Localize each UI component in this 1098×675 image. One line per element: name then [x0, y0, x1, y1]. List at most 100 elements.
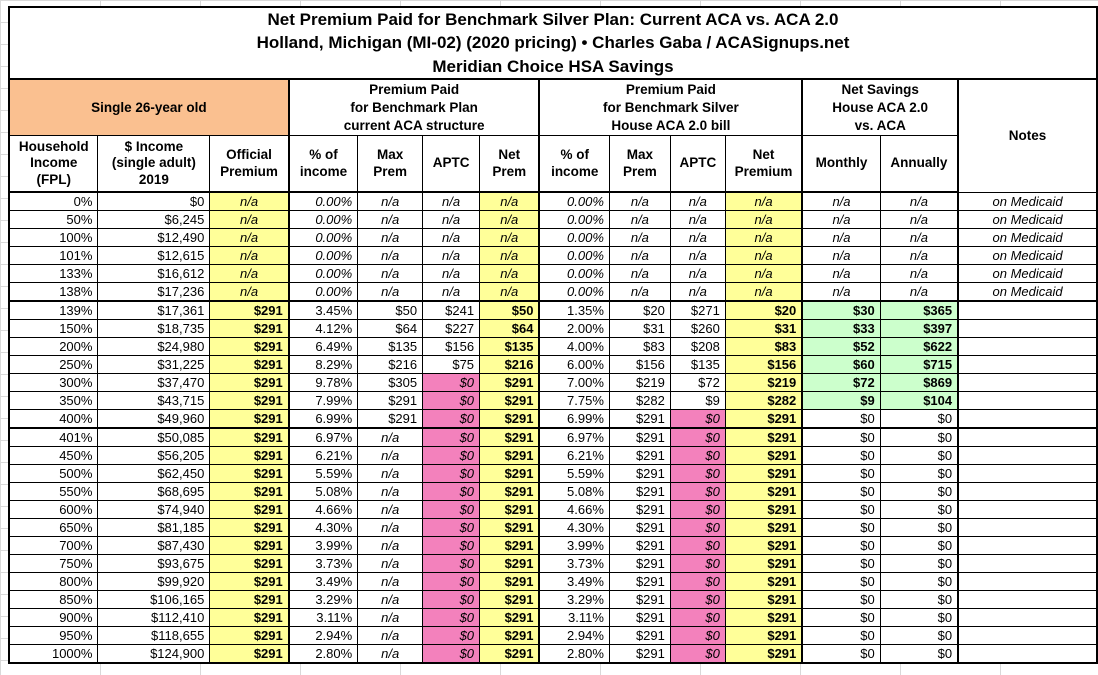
house-pct-income-cell[interactable]: 5.08%: [538, 482, 610, 502]
aca-aptc-cell[interactable]: $0: [422, 626, 481, 646]
official-premium-cell[interactable]: n/a: [209, 228, 290, 248]
savings-monthly-cell[interactable]: $0: [801, 626, 881, 646]
house-pct-income-cell[interactable]: 2.94%: [538, 626, 610, 646]
fpl-cell[interactable]: 150%: [8, 319, 99, 339]
house-net-premium-cell[interactable]: n/a: [724, 246, 803, 266]
aca-aptc-cell[interactable]: $0: [422, 446, 481, 466]
house-aptc-cell[interactable]: $208: [669, 337, 726, 357]
house-max-prem-cell[interactable]: $291: [608, 427, 671, 448]
house-net-premium-cell[interactable]: $20: [724, 300, 803, 321]
house-aptc-cell[interactable]: $271: [669, 300, 726, 321]
aca-net-prem-cell[interactable]: $291: [479, 572, 540, 592]
house-pct-income-cell[interactable]: 3.11%: [538, 608, 610, 628]
savings-annually-cell[interactable]: $0: [879, 427, 959, 448]
aca-max-prem-cell[interactable]: $50: [357, 300, 424, 321]
aca-net-prem-cell[interactable]: $291: [479, 518, 540, 538]
official-premium-cell[interactable]: $291: [209, 373, 290, 393]
aca-max-prem-cell[interactable]: n/a: [357, 210, 424, 230]
house-pct-income-cell[interactable]: 3.29%: [538, 590, 610, 610]
aca-max-prem-cell[interactable]: n/a: [357, 446, 424, 466]
aca-aptc-cell[interactable]: $0: [422, 373, 481, 393]
house-aptc-cell[interactable]: $260: [669, 319, 726, 339]
income-cell[interactable]: $17,236: [97, 282, 211, 302]
aca-net-prem-cell[interactable]: $291: [479, 536, 540, 556]
house-aptc-cell[interactable]: $0: [669, 446, 726, 466]
fpl-cell[interactable]: 133%: [8, 264, 99, 284]
house-aptc-cell[interactable]: $9: [669, 391, 726, 411]
official-premium-cell[interactable]: $291: [209, 572, 290, 592]
fpl-cell[interactable]: 550%: [8, 482, 99, 502]
col-header-aca-pct-income[interactable]: % of income: [287, 135, 359, 194]
savings-annually-cell[interactable]: n/a: [879, 246, 959, 266]
savings-annually-cell[interactable]: $0: [879, 446, 959, 466]
house-net-premium-cell[interactable]: $83: [724, 337, 803, 357]
house-aptc-cell[interactable]: $135: [669, 355, 726, 375]
aca-max-prem-cell[interactable]: n/a: [357, 590, 424, 610]
house-aptc-cell[interactable]: $0: [669, 500, 726, 520]
savings-annually-cell[interactable]: $0: [879, 482, 959, 502]
aca-max-prem-cell[interactable]: n/a: [357, 626, 424, 646]
notes-cell[interactable]: [957, 409, 1098, 429]
aca-aptc-cell[interactable]: $0: [422, 409, 481, 429]
fpl-cell[interactable]: 250%: [8, 355, 99, 375]
house-max-prem-cell[interactable]: $291: [608, 644, 671, 664]
income-cell[interactable]: $31,225: [97, 355, 211, 375]
aca-pct-income-cell[interactable]: 4.12%: [287, 319, 359, 339]
aca-net-prem-cell[interactable]: $64: [479, 319, 540, 339]
official-premium-cell[interactable]: $291: [209, 300, 290, 321]
aca-pct-income-cell[interactable]: 3.99%: [287, 536, 359, 556]
aca-max-prem-cell[interactable]: $291: [357, 391, 424, 411]
house-pct-income-cell[interactable]: 2.00%: [538, 319, 610, 339]
house-net-premium-cell[interactable]: $291: [724, 482, 803, 502]
aca-pct-income-cell[interactable]: 4.30%: [287, 518, 359, 538]
aca-pct-income-cell[interactable]: 3.29%: [287, 590, 359, 610]
income-cell[interactable]: $37,470: [97, 373, 211, 393]
official-premium-cell[interactable]: $291: [209, 608, 290, 628]
aca-net-prem-cell[interactable]: n/a: [479, 210, 540, 230]
col-header-official-premium[interactable]: Official Premium: [209, 135, 290, 194]
fpl-cell[interactable]: 650%: [8, 518, 99, 538]
col-header-aca-net-prem[interactable]: Net Prem: [479, 135, 540, 194]
official-premium-cell[interactable]: $291: [209, 482, 290, 502]
house-net-premium-cell[interactable]: n/a: [724, 228, 803, 248]
aca-net-prem-cell[interactable]: $291: [479, 464, 540, 484]
savings-monthly-cell[interactable]: $0: [801, 554, 881, 574]
savings-monthly-cell[interactable]: n/a: [801, 246, 881, 266]
aca-max-prem-cell[interactable]: $64: [357, 319, 424, 339]
income-cell[interactable]: $81,185: [97, 518, 211, 538]
notes-cell[interactable]: on Medicaid: [957, 210, 1098, 230]
house-pct-income-cell[interactable]: 7.00%: [538, 373, 610, 393]
aca-aptc-cell[interactable]: $0: [422, 590, 481, 610]
house-aptc-cell[interactable]: n/a: [669, 246, 726, 266]
aca-max-prem-cell[interactable]: n/a: [357, 282, 424, 302]
income-cell[interactable]: $6,245: [97, 210, 211, 230]
house-max-prem-cell[interactable]: $291: [608, 464, 671, 484]
aca-net-prem-cell[interactable]: n/a: [479, 246, 540, 266]
savings-monthly-cell[interactable]: $0: [801, 536, 881, 556]
official-premium-cell[interactable]: $291: [209, 644, 290, 664]
house-net-premium-cell[interactable]: $291: [724, 572, 803, 592]
official-premium-cell[interactable]: $291: [209, 319, 290, 339]
savings-annually-cell[interactable]: $0: [879, 464, 959, 484]
aca-pct-income-cell[interactable]: 9.78%: [287, 373, 359, 393]
fpl-cell[interactable]: 400%: [8, 409, 99, 429]
savings-monthly-cell[interactable]: $0: [801, 518, 881, 538]
aca-aptc-cell[interactable]: $241: [422, 300, 481, 321]
aca-aptc-cell[interactable]: n/a: [422, 210, 481, 230]
aca-aptc-cell[interactable]: $0: [422, 536, 481, 556]
notes-cell[interactable]: on Medicaid: [957, 191, 1098, 212]
savings-monthly-cell[interactable]: $0: [801, 409, 881, 429]
fpl-cell[interactable]: 139%: [8, 300, 99, 321]
income-cell[interactable]: $43,715: [97, 391, 211, 411]
savings-annually-cell[interactable]: $0: [879, 500, 959, 520]
notes-cell[interactable]: [957, 373, 1098, 393]
aca-aptc-cell[interactable]: $0: [422, 644, 481, 664]
aca-pct-income-cell[interactable]: 0.00%: [287, 191, 359, 212]
aca-aptc-cell[interactable]: $0: [422, 464, 481, 484]
aca-net-prem-cell[interactable]: n/a: [479, 228, 540, 248]
official-premium-cell[interactable]: $291: [209, 464, 290, 484]
house-aptc-cell[interactable]: n/a: [669, 191, 726, 212]
aca-max-prem-cell[interactable]: n/a: [357, 500, 424, 520]
savings-annually-cell[interactable]: n/a: [879, 228, 959, 248]
aca-aptc-cell[interactable]: $0: [422, 482, 481, 502]
